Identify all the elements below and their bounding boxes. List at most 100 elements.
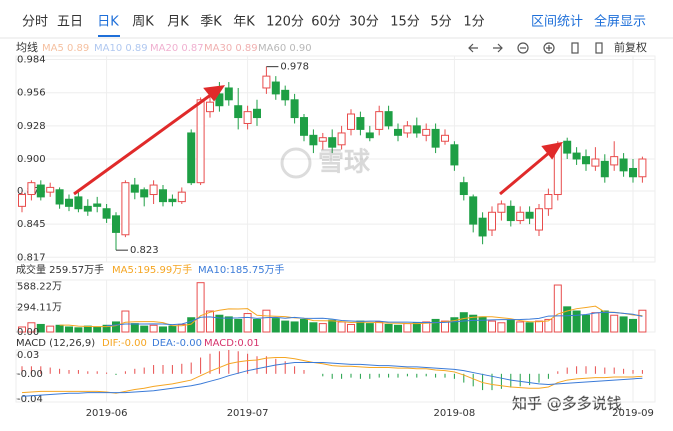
volume-bar — [262, 309, 271, 333]
candle-body — [83, 205, 92, 212]
candle-body — [469, 196, 478, 225]
xueqiu-logo: 雪球 — [280, 147, 371, 179]
volume-bar — [431, 318, 440, 333]
candle-body — [253, 108, 261, 119]
tab[interactable]: 1分 — [463, 15, 484, 30]
panel-icon[interactable] — [571, 42, 579, 54]
volume-bar — [196, 282, 205, 333]
candle-body — [535, 208, 543, 231]
redo-icon[interactable] — [493, 43, 503, 53]
volume-bar — [553, 284, 562, 333]
candle-body — [516, 211, 525, 222]
tab[interactable]: 五日 — [57, 15, 83, 30]
tab[interactable]: 季K — [200, 15, 222, 30]
ma-legend: MA10 0.89 — [94, 43, 148, 54]
y-tick-label: 0.00 — [17, 327, 39, 338]
candle-body — [168, 198, 177, 203]
macd-legend: MACD:0.01 — [204, 338, 260, 349]
candle-body — [215, 93, 224, 107]
volume-bar — [563, 306, 572, 333]
adjust-toggle[interactable]: 前复权 — [614, 40, 647, 54]
trend-arrows — [73, 85, 564, 196]
volume-bar — [384, 323, 393, 333]
candle-body — [591, 158, 600, 167]
candle-body — [525, 211, 534, 219]
legend-title: 均线 — [16, 40, 38, 54]
candle-body — [412, 125, 421, 134]
volume-bar — [224, 316, 233, 333]
volume-bar — [215, 314, 224, 333]
x-tick-label: 2019-09 — [612, 408, 654, 419]
toolbar-action[interactable]: 全屏显示 — [594, 14, 646, 30]
volume-bar — [159, 326, 167, 333]
candle-body — [112, 215, 120, 233]
volume-title: 成交量 259.57万手 — [16, 263, 104, 276]
candle-body — [121, 182, 130, 236]
ma-legend: MA60 0.90 — [258, 43, 312, 54]
candle-body — [224, 87, 233, 101]
volume-bar — [18, 326, 26, 333]
volume-bar — [74, 327, 83, 333]
watermark: 雪球 — [318, 148, 371, 178]
tab[interactable]: 年K — [233, 15, 255, 30]
volume-bar — [516, 321, 525, 333]
toolbar-action[interactable]: 区间统计 — [531, 15, 583, 30]
ma-legend: MA5 0.89 — [42, 43, 89, 54]
candle-body — [55, 189, 64, 205]
undo-icon[interactable] — [468, 43, 478, 53]
volume-bar — [46, 325, 55, 333]
candle-body — [638, 158, 647, 178]
volume-bar — [450, 317, 459, 333]
volume-bar — [27, 322, 36, 333]
volume-bar — [337, 321, 346, 333]
candle-body — [619, 158, 628, 172]
volume-bar — [347, 323, 355, 333]
zoom-in-icon[interactable] — [543, 42, 555, 54]
volume-bar — [572, 310, 581, 333]
x-tick-label: 2019-08 — [434, 408, 476, 419]
panel-icon[interactable] — [595, 42, 603, 54]
watermark: 知乎 @多多说钱 — [512, 395, 622, 413]
volume-bar — [149, 324, 158, 333]
series-line — [106, 311, 643, 327]
candle-body — [544, 194, 553, 210]
candle-body — [337, 132, 346, 146]
volume-bar — [206, 310, 214, 333]
candle-body — [36, 184, 45, 198]
tab[interactable]: 5分 — [430, 15, 451, 30]
candle-body — [403, 125, 412, 134]
candle-body — [46, 186, 55, 193]
candle-body — [563, 140, 572, 154]
tab[interactable]: 月K — [167, 15, 189, 30]
candle-body — [394, 128, 402, 136]
volume-bar — [412, 322, 421, 333]
candle-body — [582, 156, 590, 165]
candle-body — [384, 111, 393, 127]
zoom-out-icon[interactable] — [517, 42, 529, 54]
volume-bar — [365, 323, 374, 333]
tab[interactable]: 60分 — [311, 15, 341, 30]
y-tick-label: 294.11万 — [17, 302, 62, 313]
volume-bar — [488, 320, 496, 333]
volume-bar — [36, 323, 45, 333]
candle-body — [159, 189, 167, 203]
volume-legend: MA5:195.99万手 — [112, 263, 192, 276]
candle-body — [478, 217, 487, 237]
candle-body — [318, 137, 327, 142]
tab[interactable]: 15分 — [390, 15, 420, 30]
volume-bar — [535, 320, 543, 333]
volume-bar — [328, 319, 337, 333]
candle-body — [271, 81, 280, 95]
tab[interactable]: 120分 — [266, 15, 304, 30]
candle-body — [74, 196, 83, 210]
volume-bar — [422, 321, 431, 333]
volume-bar — [629, 318, 637, 333]
tab[interactable]: 日K — [97, 15, 119, 30]
volume-bar — [234, 318, 243, 333]
tab[interactable]: 周K — [132, 15, 154, 30]
volume-bar — [497, 322, 506, 333]
candle-body — [206, 101, 214, 113]
volume-bar — [506, 319, 515, 333]
tab[interactable]: 分时 — [22, 15, 48, 30]
tab[interactable]: 30分 — [349, 15, 379, 30]
